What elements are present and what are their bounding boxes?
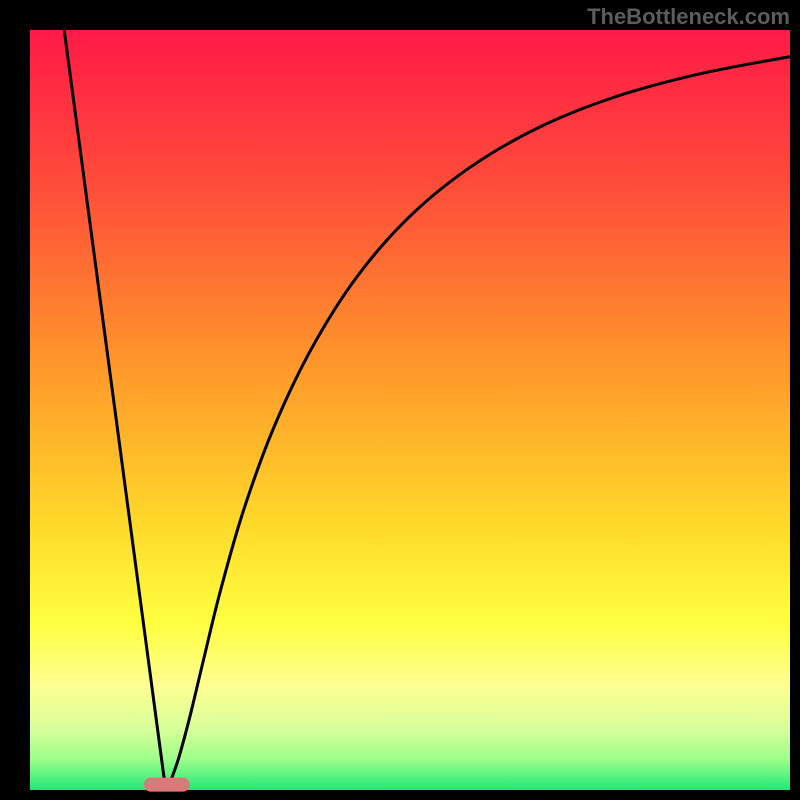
watermark-text: TheBottleneck.com [587, 4, 790, 30]
bottleneck-chart-container: { "watermark": { "text": "TheBottleneck.… [0, 0, 800, 800]
optimal-point-marker [144, 778, 190, 792]
chart-plot-area [30, 30, 790, 790]
bottleneck-chart-svg [0, 0, 800, 800]
